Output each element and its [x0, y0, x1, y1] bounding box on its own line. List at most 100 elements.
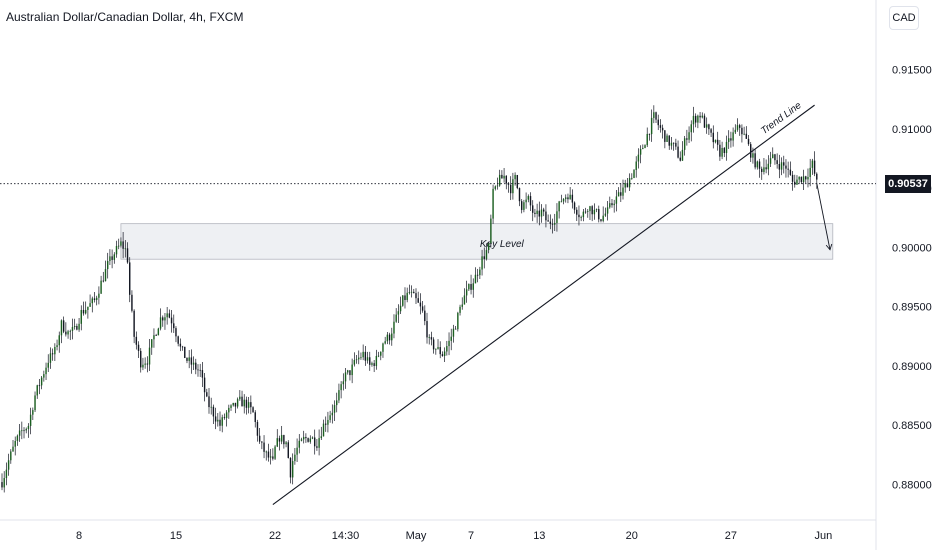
candle	[252, 406, 254, 413]
candle	[278, 435, 281, 451]
candle	[492, 184, 494, 224]
candle	[421, 301, 424, 313]
key-level-label: Key Level	[480, 239, 525, 250]
candle	[148, 339, 151, 371]
candle-body	[516, 174, 519, 189]
candle-body	[274, 446, 276, 459]
currency-button[interactable]: CAD	[889, 6, 919, 30]
candle-body	[723, 147, 726, 154]
candle-body	[58, 335, 60, 346]
candle	[719, 139, 721, 161]
candle-body	[225, 412, 228, 418]
candle	[212, 404, 215, 425]
candle-body	[763, 167, 765, 172]
candle-body	[399, 305, 402, 312]
candle-body	[712, 132, 715, 143]
candle	[631, 173, 633, 180]
candle-body	[811, 160, 814, 168]
candle-body	[129, 262, 131, 295]
candle-body	[45, 367, 47, 375]
candle-body	[305, 436, 307, 439]
candle-body	[69, 330, 71, 332]
candle	[551, 218, 554, 234]
candle	[628, 173, 631, 192]
candle	[129, 257, 131, 303]
candle	[34, 391, 36, 412]
candle	[340, 381, 342, 399]
candle-body	[120, 241, 122, 246]
candle-body	[360, 357, 362, 359]
candle	[157, 327, 160, 336]
candle-body	[47, 362, 49, 368]
candle	[397, 304, 400, 324]
candle	[595, 208, 598, 213]
candle-body	[514, 174, 516, 180]
y-tick-label: 0.89500	[892, 302, 932, 314]
candle	[769, 151, 772, 167]
candle	[186, 357, 188, 364]
candle	[206, 388, 208, 398]
candle	[175, 326, 177, 343]
candle	[712, 125, 715, 149]
candle-body	[115, 246, 118, 255]
candle	[133, 309, 135, 344]
candle-body	[644, 145, 646, 148]
candle-body	[298, 440, 301, 448]
candle	[302, 430, 305, 444]
candle-body	[241, 396, 243, 407]
candle	[162, 315, 164, 327]
y-tick-label: 0.88500	[892, 420, 932, 432]
candle	[236, 397, 239, 409]
candle	[203, 372, 206, 402]
candle-body	[520, 201, 523, 210]
candle	[780, 157, 783, 176]
candle-body	[558, 201, 560, 212]
candle-body	[492, 188, 494, 219]
candle-body	[73, 325, 76, 328]
candle-body	[648, 133, 651, 135]
candle-body	[708, 124, 710, 130]
candle	[239, 390, 241, 401]
candle-body	[283, 435, 285, 445]
candle	[648, 133, 651, 141]
candle-body	[309, 438, 312, 442]
candle-body	[223, 417, 226, 419]
candle	[342, 373, 345, 391]
candle-body	[481, 256, 483, 270]
candle-body	[199, 369, 201, 371]
candle-body	[745, 133, 748, 139]
candle	[675, 138, 677, 150]
candle-body	[785, 165, 787, 169]
candle-body	[333, 405, 336, 413]
candle	[457, 311, 459, 332]
candle	[98, 286, 100, 305]
y-tick-label: 0.91000	[892, 124, 932, 136]
candle-body	[38, 385, 41, 387]
candle-body	[683, 138, 686, 150]
candle	[291, 453, 294, 485]
candle-body	[772, 154, 774, 159]
x-tick-label: 20	[626, 530, 638, 542]
candle-body	[743, 133, 745, 135]
candle	[611, 198, 613, 208]
candle	[247, 396, 250, 414]
candle	[166, 306, 168, 325]
candle	[347, 369, 349, 375]
candle-body	[54, 346, 56, 355]
candle	[371, 361, 373, 367]
candle-body	[637, 154, 640, 162]
candle	[430, 331, 433, 346]
candle-body	[476, 274, 479, 276]
y-tick-label: 0.91500	[892, 65, 932, 77]
candle-body	[802, 176, 805, 183]
candle	[373, 360, 375, 373]
candle-body	[181, 346, 184, 348]
candle-body	[606, 207, 609, 214]
candle	[635, 156, 637, 178]
candle-body	[140, 350, 142, 368]
candle	[137, 341, 140, 359]
candle-body	[278, 438, 281, 442]
candle	[441, 351, 444, 357]
candle	[155, 333, 157, 337]
